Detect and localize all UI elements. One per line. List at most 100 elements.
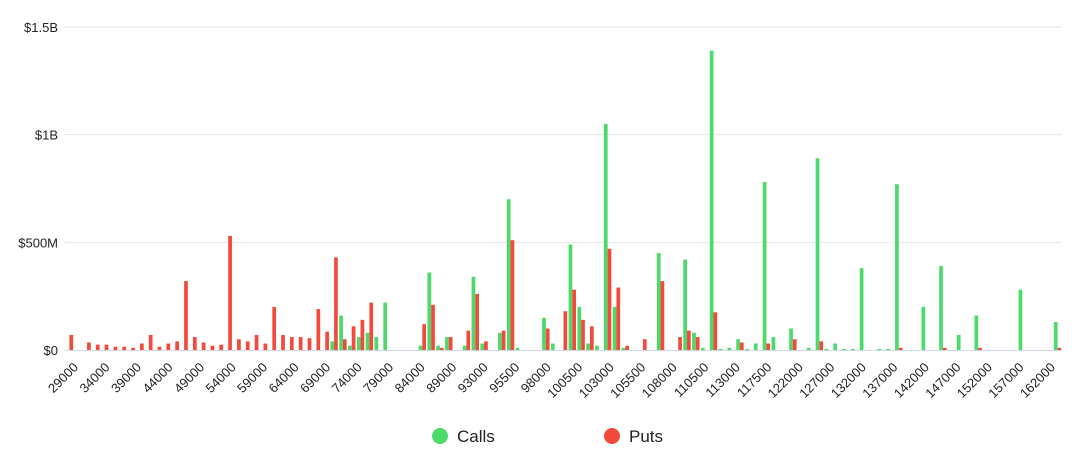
bar-calls[interactable] xyxy=(550,343,555,350)
bar-puts[interactable] xyxy=(360,319,365,350)
bar-puts[interactable] xyxy=(298,337,303,350)
bar-calls[interactable] xyxy=(427,272,432,350)
bar-calls[interactable] xyxy=(445,337,449,350)
bar-calls[interactable] xyxy=(418,345,423,350)
bar-calls[interactable] xyxy=(365,332,370,350)
bar-puts[interactable] xyxy=(184,281,188,350)
bar-calls[interactable] xyxy=(789,328,793,350)
bar-puts[interactable] xyxy=(87,342,91,350)
bar-puts[interactable] xyxy=(792,339,797,350)
bar-calls[interactable] xyxy=(471,276,476,350)
bar-puts[interactable] xyxy=(819,341,824,350)
bar-calls[interactable] xyxy=(568,244,573,350)
bar-puts[interactable] xyxy=(431,304,435,350)
bar-puts[interactable] xyxy=(95,344,100,350)
bar-calls[interactable] xyxy=(939,266,943,350)
bar-calls[interactable] xyxy=(480,343,485,350)
bar-puts[interactable] xyxy=(475,294,479,350)
bar-calls[interactable] xyxy=(771,337,776,350)
bar-calls[interactable] xyxy=(815,158,820,350)
bar-calls[interactable] xyxy=(542,317,546,350)
bar-puts[interactable] xyxy=(245,341,250,350)
bar-calls[interactable] xyxy=(1018,289,1023,350)
bar-puts[interactable] xyxy=(660,281,665,350)
bar-puts[interactable] xyxy=(589,326,594,350)
bar-puts[interactable] xyxy=(210,345,215,350)
bar-puts[interactable] xyxy=(175,341,179,350)
bar-puts[interactable] xyxy=(510,240,515,350)
bar-puts[interactable] xyxy=(484,341,488,350)
bar-calls[interactable] xyxy=(824,348,829,350)
bar-puts[interactable] xyxy=(687,330,691,350)
bar-puts[interactable] xyxy=(254,334,259,350)
bar-calls[interactable] xyxy=(895,184,899,350)
bar-calls[interactable] xyxy=(956,334,961,350)
bar-puts[interactable] xyxy=(342,339,347,350)
bar-puts[interactable] xyxy=(625,345,629,350)
bar-puts[interactable] xyxy=(739,342,744,350)
bar-calls[interactable] xyxy=(762,182,767,350)
bar-puts[interactable] xyxy=(1057,347,1062,350)
bar-puts[interactable] xyxy=(228,235,232,350)
bar-calls[interactable] xyxy=(718,348,723,350)
bar-puts[interactable] xyxy=(978,347,982,350)
bar-calls[interactable] xyxy=(974,315,979,350)
bar-puts[interactable] xyxy=(572,289,577,350)
bar-calls[interactable] xyxy=(356,337,361,350)
bar-puts[interactable] xyxy=(466,330,471,350)
bar-calls[interactable] xyxy=(886,348,890,350)
bar-calls[interactable] xyxy=(498,332,502,350)
bar-calls[interactable] xyxy=(515,347,520,350)
bar-puts[interactable] xyxy=(281,334,285,350)
bar-calls[interactable] xyxy=(753,343,758,350)
bar-puts[interactable] xyxy=(678,337,682,350)
bar-calls[interactable] xyxy=(603,123,608,351)
bar-puts[interactable] xyxy=(69,334,74,350)
bar-puts[interactable] xyxy=(104,344,109,350)
bar-puts[interactable] xyxy=(289,337,294,350)
bar-puts[interactable] xyxy=(581,319,585,350)
bar-calls[interactable] xyxy=(736,339,740,350)
bar-calls[interactable] xyxy=(700,347,705,350)
bar-calls[interactable] xyxy=(577,306,582,350)
bar-puts[interactable] xyxy=(219,344,224,350)
bar-puts[interactable] xyxy=(713,312,718,350)
bar-puts[interactable] xyxy=(334,257,338,350)
bar-calls[interactable] xyxy=(383,302,388,350)
bar-puts[interactable] xyxy=(307,338,312,350)
bar-calls[interactable] xyxy=(586,343,590,350)
bar-calls[interactable] xyxy=(850,348,855,350)
bar-puts[interactable] xyxy=(157,346,162,350)
bar-puts[interactable] xyxy=(263,343,268,350)
bar-puts[interactable] xyxy=(131,347,135,350)
bar-puts[interactable] xyxy=(607,248,612,350)
bar-puts[interactable] xyxy=(616,287,621,350)
bar-puts[interactable] xyxy=(237,339,241,350)
bar-calls[interactable] xyxy=(374,337,379,350)
bar-calls[interactable] xyxy=(833,343,838,350)
legend-item-puts[interactable]: Puts xyxy=(604,427,663,446)
bar-calls[interactable] xyxy=(339,315,343,350)
bar-puts[interactable] xyxy=(766,343,771,350)
bar-puts[interactable] xyxy=(166,343,171,350)
bar-puts[interactable] xyxy=(563,311,568,350)
bar-puts[interactable] xyxy=(325,331,329,350)
bar-puts[interactable] xyxy=(898,347,903,350)
bar-puts[interactable] xyxy=(316,309,321,350)
bar-calls[interactable] xyxy=(506,199,511,350)
bar-calls[interactable] xyxy=(877,348,882,350)
bar-calls[interactable] xyxy=(348,345,352,350)
bar-calls[interactable] xyxy=(842,348,846,350)
bar-puts[interactable] xyxy=(369,302,374,350)
bar-calls[interactable] xyxy=(709,50,714,350)
bar-puts[interactable] xyxy=(272,306,277,350)
legend[interactable]: Calls Puts xyxy=(432,427,663,446)
bar-calls[interactable] xyxy=(859,268,864,350)
bar-puts[interactable] xyxy=(545,328,550,350)
bar-calls[interactable] xyxy=(727,347,732,350)
bar-puts[interactable] xyxy=(113,346,118,350)
bar-puts[interactable] xyxy=(122,346,127,350)
bar-calls[interactable] xyxy=(745,348,749,350)
bar-calls[interactable] xyxy=(436,345,440,350)
bar-puts[interactable] xyxy=(695,337,700,350)
